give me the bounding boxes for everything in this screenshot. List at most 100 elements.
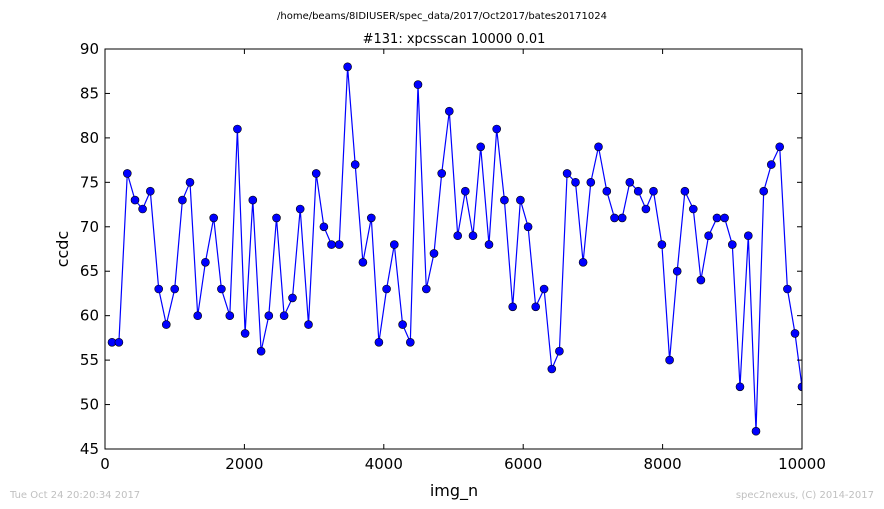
- x-tick-label: 4000: [365, 455, 403, 473]
- data-point: [437, 169, 447, 178]
- data-point: [233, 124, 242, 134]
- x-axis-label: img_n: [430, 481, 478, 501]
- data-point: [311, 169, 321, 178]
- y-axis-label: ccdc: [53, 231, 72, 268]
- x-tick-label: 10000: [778, 455, 826, 473]
- data-point: [625, 178, 635, 187]
- data-point: [484, 240, 494, 249]
- y-tick-label: 55: [80, 351, 99, 369]
- data-point: [154, 284, 163, 294]
- data-point: [578, 257, 588, 267]
- data-point: [201, 257, 210, 267]
- data-point: [240, 329, 250, 338]
- data-point: [374, 337, 384, 347]
- data-point: [539, 284, 549, 294]
- data-point: [248, 195, 258, 205]
- data-point: [586, 178, 596, 187]
- data-point: [680, 186, 690, 196]
- x-tick-label: 6000: [504, 455, 542, 473]
- data-point: [123, 169, 132, 178]
- y-tick-label: 80: [80, 129, 99, 147]
- y-tick-label: 85: [80, 84, 99, 102]
- data-point: [327, 240, 336, 249]
- data-point: [272, 213, 281, 223]
- data-point: [170, 284, 179, 294]
- data-point: [712, 213, 722, 223]
- y-tick-label: 60: [80, 307, 99, 325]
- data-point: [735, 382, 745, 392]
- data-point: [343, 62, 352, 72]
- data-point: [751, 426, 761, 436]
- y-tick-label: 75: [80, 173, 99, 191]
- data-point: [264, 311, 274, 321]
- data-point: [602, 186, 612, 196]
- data-point: [696, 275, 706, 285]
- x-tick-label: 2000: [225, 455, 263, 473]
- data-point: [193, 311, 202, 321]
- data-point: [727, 240, 737, 249]
- data-point: [531, 302, 541, 312]
- data-point: [594, 142, 603, 152]
- data-point: [460, 186, 470, 196]
- data-point: [610, 213, 619, 223]
- chart-title: #131: xpcsscan 10000 0.01: [363, 32, 546, 47]
- data-point: [453, 231, 463, 240]
- y-tick-label: 65: [80, 262, 99, 280]
- data-point: [279, 311, 289, 321]
- data-point: [225, 311, 235, 321]
- data-point: [319, 222, 329, 232]
- x-tick-label: 8000: [644, 455, 682, 473]
- figure-suptitle: /home/beams/8IDIUSER/spec_data/2017/Oct2…: [277, 11, 607, 22]
- data-point: [256, 346, 266, 356]
- y-tick-label: 50: [80, 396, 99, 414]
- data-point: [382, 284, 391, 294]
- data-point: [217, 284, 226, 294]
- footer-timestamp: Tue Oct 24 20:20:34 2017: [9, 490, 140, 501]
- x-tick-label: 0: [100, 455, 110, 473]
- data-point: [657, 240, 667, 249]
- y-tick-label: 90: [80, 40, 99, 58]
- data-point: [766, 160, 776, 169]
- data-point: [633, 186, 643, 196]
- data-point: [389, 240, 399, 249]
- data-point: [500, 195, 509, 205]
- data-point: [162, 320, 171, 329]
- footer-credit: spec2nexus, (C) 2014-2017: [736, 490, 874, 501]
- data-point: [476, 142, 486, 152]
- series-line: [112, 66, 802, 432]
- data-point: [405, 337, 415, 347]
- data-point: [138, 204, 147, 214]
- data-point: [185, 178, 195, 187]
- data-point: [350, 160, 360, 169]
- data-point: [649, 186, 658, 196]
- axis-ticks: 0 2000 4000 6000 8000 10000 45 50 55 60 65 70 75 80 85…: [80, 40, 826, 473]
- data-point: [555, 346, 564, 356]
- plot-frame: [104, 48, 803, 450]
- data-point: [571, 178, 580, 187]
- data-point: [688, 204, 698, 214]
- data-point: [429, 249, 439, 258]
- data-point: [523, 222, 533, 232]
- data-point: [413, 80, 423, 89]
- data-point: [421, 284, 431, 294]
- data-point: [743, 231, 753, 240]
- data-point: [130, 195, 140, 205]
- data-point: [468, 231, 478, 240]
- data-point: [492, 124, 502, 134]
- data-point: [759, 186, 769, 196]
- data-point: [508, 302, 518, 312]
- series-layer: [107, 62, 802, 436]
- data-point: [790, 329, 800, 338]
- data-point: [295, 204, 305, 214]
- data-point: [398, 320, 407, 329]
- data-point: [641, 204, 651, 214]
- data-point: [775, 142, 785, 152]
- data-point: [288, 293, 297, 303]
- data-point: [209, 213, 218, 223]
- y-tick-label: 45: [80, 440, 99, 458]
- data-point: [146, 186, 155, 196]
- data-point: [516, 195, 525, 205]
- data-point: [334, 240, 344, 249]
- data-point: [665, 355, 674, 365]
